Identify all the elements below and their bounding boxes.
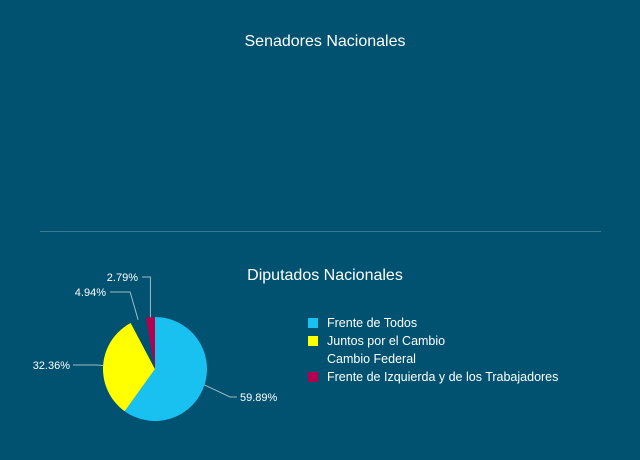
legend-swatch — [308, 354, 318, 364]
legend-label: Cambio Federal — [327, 352, 416, 366]
pie-slice-frente-de-todos[interactable] — [124, 317, 208, 422]
pie-data-label: 4.94% — [75, 287, 106, 299]
pie-leader-line — [110, 291, 139, 320]
diputados-legend: Frente de Todos Juntos por el Cambio Cam… — [308, 314, 558, 386]
pie-slice-juntos-por-el-cambio[interactable] — [102, 323, 155, 412]
senado-chart-title: Senadores Nacionales — [244, 33, 406, 50]
section-divider — [40, 231, 601, 232]
diputados-chart-title: Diputados Nacionales — [247, 267, 403, 284]
legend-item-frente-de-todos[interactable]: Frente de Todos — [308, 314, 558, 332]
legend-item-juntos-por-el-cambio[interactable]: Juntos por el Cambio — [308, 332, 558, 350]
pie-data-label: 59.89% — [240, 392, 278, 404]
legend-label: Frente de Todos — [327, 316, 418, 330]
pie-data-label: 32.36% — [33, 360, 71, 372]
legend-swatch — [308, 372, 318, 382]
pie-slice-frente-de-izquierda-y-de-los-trabajadores[interactable] — [145, 317, 155, 369]
legend-item-cambio-federal[interactable]: Cambio Federal — [308, 350, 558, 368]
legend-label: Juntos por el Cambio — [327, 334, 446, 348]
legend-swatch — [308, 336, 318, 346]
pie-leader-line — [204, 384, 237, 398]
legend-label: Frente de Izquierda y de los Trabajadore… — [327, 370, 559, 384]
pie-slice-cambio-federal[interactable] — [130, 317, 155, 369]
legend-item-frente-de-izquierda[interactable]: Frente de Izquierda y de los Trabajadore… — [308, 368, 558, 386]
pie-leader-line — [142, 276, 151, 318]
pie-data-label: 2.79% — [107, 272, 138, 284]
legend-swatch — [308, 318, 318, 328]
